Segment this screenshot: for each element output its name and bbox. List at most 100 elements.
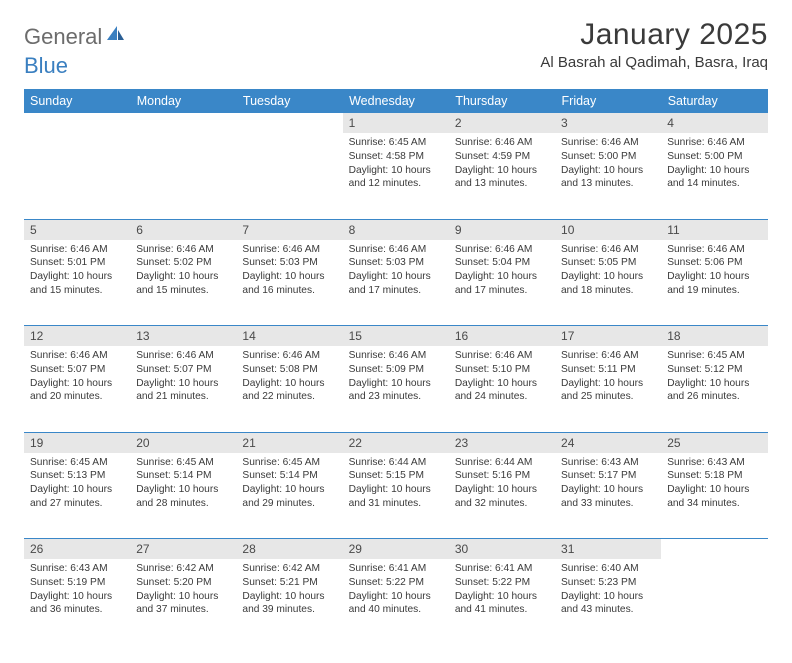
- weekday-header: Tuesday: [236, 89, 342, 113]
- sunrise-line: Sunrise: 6:41 AM: [455, 562, 549, 576]
- day-number-cell: 18: [661, 326, 767, 347]
- sunset-line: Sunset: 5:00 PM: [667, 150, 761, 164]
- day-number-cell: 6: [130, 219, 236, 240]
- day-number-cell: 10: [555, 219, 661, 240]
- daylight-line: Daylight: 10 hours and 13 minutes.: [455, 164, 549, 192]
- calendar-table: SundayMondayTuesdayWednesdayThursdayFrid…: [24, 89, 768, 645]
- daylight-line: Daylight: 10 hours and 17 minutes.: [455, 270, 549, 298]
- day-detail-cell: Sunrise: 6:42 AMSunset: 5:21 PMDaylight:…: [236, 559, 342, 645]
- sunrise-line: Sunrise: 6:42 AM: [242, 562, 336, 576]
- day-number-cell: 16: [449, 326, 555, 347]
- sunrise-line: Sunrise: 6:43 AM: [667, 456, 761, 470]
- sunset-line: Sunset: 5:03 PM: [242, 256, 336, 270]
- calendar-page: General January 2025 Al Basrah al Qadima…: [0, 0, 792, 663]
- sunrise-line: Sunrise: 6:43 AM: [30, 562, 124, 576]
- day-detail-cell: Sunrise: 6:46 AMSunset: 4:59 PMDaylight:…: [449, 133, 555, 219]
- sunset-line: Sunset: 5:16 PM: [455, 469, 549, 483]
- day-number-cell: 25: [661, 432, 767, 453]
- day-number-cell: 9: [449, 219, 555, 240]
- sunrise-line: Sunrise: 6:46 AM: [455, 243, 549, 257]
- sunset-line: Sunset: 5:23 PM: [561, 576, 655, 590]
- sunrise-line: Sunrise: 6:40 AM: [561, 562, 655, 576]
- sunrise-line: Sunrise: 6:44 AM: [455, 456, 549, 470]
- sunset-line: Sunset: 5:15 PM: [349, 469, 443, 483]
- sunset-line: Sunset: 4:58 PM: [349, 150, 443, 164]
- day-number-cell: [661, 539, 767, 560]
- day-number-cell: 27: [130, 539, 236, 560]
- sunset-line: Sunset: 5:07 PM: [136, 363, 230, 377]
- daylight-line: Daylight: 10 hours and 15 minutes.: [30, 270, 124, 298]
- day-detail-cell: Sunrise: 6:46 AMSunset: 5:00 PMDaylight:…: [555, 133, 661, 219]
- day-detail-cell: [24, 133, 130, 219]
- calendar-header-row: SundayMondayTuesdayWednesdayThursdayFrid…: [24, 89, 768, 113]
- day-number-row: 262728293031: [24, 539, 768, 560]
- daylight-line: Daylight: 10 hours and 37 minutes.: [136, 590, 230, 618]
- sunset-line: Sunset: 5:22 PM: [455, 576, 549, 590]
- daylight-line: Daylight: 10 hours and 26 minutes.: [667, 377, 761, 405]
- daylight-line: Daylight: 10 hours and 18 minutes.: [561, 270, 655, 298]
- sunrise-line: Sunrise: 6:44 AM: [349, 456, 443, 470]
- sunrise-line: Sunrise: 6:46 AM: [30, 243, 124, 257]
- sunrise-line: Sunrise: 6:46 AM: [30, 349, 124, 363]
- day-number-cell: 28: [236, 539, 342, 560]
- sunrise-line: Sunrise: 6:46 AM: [561, 136, 655, 150]
- daylight-line: Daylight: 10 hours and 25 minutes.: [561, 377, 655, 405]
- day-detail-row: Sunrise: 6:43 AMSunset: 5:19 PMDaylight:…: [24, 559, 768, 645]
- sunrise-line: Sunrise: 6:46 AM: [242, 349, 336, 363]
- logo: General: [24, 24, 127, 50]
- sunset-line: Sunset: 5:18 PM: [667, 469, 761, 483]
- sunrise-line: Sunrise: 6:46 AM: [667, 243, 761, 257]
- sunrise-line: Sunrise: 6:45 AM: [667, 349, 761, 363]
- logo-text-general: General: [24, 24, 102, 50]
- day-number-cell: 26: [24, 539, 130, 560]
- daylight-line: Daylight: 10 hours and 32 minutes.: [455, 483, 549, 511]
- day-detail-cell: Sunrise: 6:46 AMSunset: 5:02 PMDaylight:…: [130, 240, 236, 326]
- day-detail-cell: Sunrise: 6:45 AMSunset: 5:14 PMDaylight:…: [130, 453, 236, 539]
- day-detail-cell: Sunrise: 6:43 AMSunset: 5:19 PMDaylight:…: [24, 559, 130, 645]
- day-number-cell: 13: [130, 326, 236, 347]
- logo-sail-icon: [105, 24, 125, 47]
- sunrise-line: Sunrise: 6:46 AM: [667, 136, 761, 150]
- sunrise-line: Sunrise: 6:42 AM: [136, 562, 230, 576]
- day-detail-cell: Sunrise: 6:41 AMSunset: 5:22 PMDaylight:…: [449, 559, 555, 645]
- sunrise-line: Sunrise: 6:46 AM: [455, 349, 549, 363]
- weekday-header: Thursday: [449, 89, 555, 113]
- day-number-cell: 4: [661, 113, 767, 133]
- daylight-line: Daylight: 10 hours and 27 minutes.: [30, 483, 124, 511]
- sunset-line: Sunset: 5:01 PM: [30, 256, 124, 270]
- day-detail-cell: Sunrise: 6:40 AMSunset: 5:23 PMDaylight:…: [555, 559, 661, 645]
- sunset-line: Sunset: 5:10 PM: [455, 363, 549, 377]
- daylight-line: Daylight: 10 hours and 16 minutes.: [242, 270, 336, 298]
- day-number-cell: 21: [236, 432, 342, 453]
- sunset-line: Sunset: 5:14 PM: [242, 469, 336, 483]
- daylight-line: Daylight: 10 hours and 23 minutes.: [349, 377, 443, 405]
- sunrise-line: Sunrise: 6:45 AM: [136, 456, 230, 470]
- sunrise-line: Sunrise: 6:46 AM: [136, 349, 230, 363]
- day-number-cell: 2: [449, 113, 555, 133]
- day-detail-row: Sunrise: 6:45 AMSunset: 5:13 PMDaylight:…: [24, 453, 768, 539]
- day-detail-cell: Sunrise: 6:45 AMSunset: 5:14 PMDaylight:…: [236, 453, 342, 539]
- day-detail-cell: Sunrise: 6:43 AMSunset: 5:18 PMDaylight:…: [661, 453, 767, 539]
- day-number-cell: 3: [555, 113, 661, 133]
- daylight-line: Daylight: 10 hours and 12 minutes.: [349, 164, 443, 192]
- day-detail-row: Sunrise: 6:46 AMSunset: 5:01 PMDaylight:…: [24, 240, 768, 326]
- daylight-line: Daylight: 10 hours and 41 minutes.: [455, 590, 549, 618]
- sunset-line: Sunset: 5:04 PM: [455, 256, 549, 270]
- sunset-line: Sunset: 5:07 PM: [30, 363, 124, 377]
- day-detail-cell: Sunrise: 6:46 AMSunset: 5:04 PMDaylight:…: [449, 240, 555, 326]
- sunset-line: Sunset: 5:09 PM: [349, 363, 443, 377]
- daylight-line: Daylight: 10 hours and 36 minutes.: [30, 590, 124, 618]
- day-number-cell: 31: [555, 539, 661, 560]
- daylight-line: Daylight: 10 hours and 34 minutes.: [667, 483, 761, 511]
- day-detail-cell: Sunrise: 6:46 AMSunset: 5:07 PMDaylight:…: [24, 346, 130, 432]
- sunrise-line: Sunrise: 6:45 AM: [349, 136, 443, 150]
- day-number-cell: 29: [343, 539, 449, 560]
- sunset-line: Sunset: 5:22 PM: [349, 576, 443, 590]
- calendar-body: 1234Sunrise: 6:45 AMSunset: 4:58 PMDayli…: [24, 113, 768, 645]
- sunset-line: Sunset: 5:21 PM: [242, 576, 336, 590]
- title-block: January 2025 Al Basrah al Qadimah, Basra…: [540, 18, 768, 71]
- daylight-line: Daylight: 10 hours and 43 minutes.: [561, 590, 655, 618]
- month-title: January 2025: [540, 18, 768, 52]
- day-detail-cell: Sunrise: 6:45 AMSunset: 4:58 PMDaylight:…: [343, 133, 449, 219]
- day-number-cell: 23: [449, 432, 555, 453]
